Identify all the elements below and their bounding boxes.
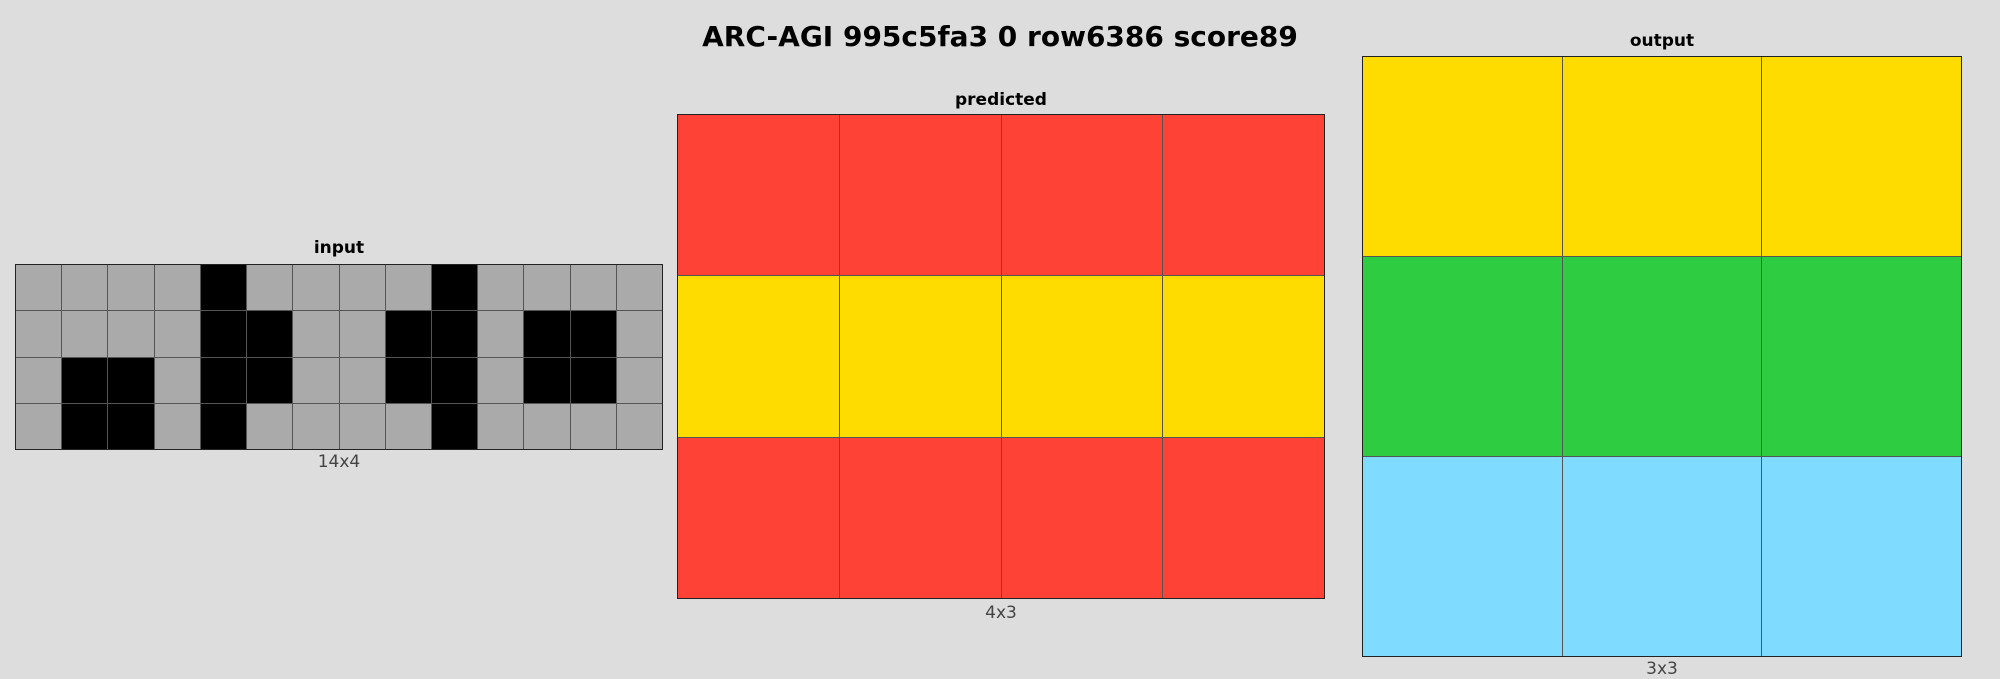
grid-cell	[108, 265, 154, 311]
panel-dims: 3x3	[1646, 659, 1678, 679]
grid-cell	[570, 357, 616, 403]
grid-cell	[154, 403, 200, 449]
panel-dims: 14x4	[317, 452, 361, 472]
grid-cell	[478, 403, 524, 449]
grid-cell	[616, 265, 662, 311]
grid-cell	[1562, 257, 1762, 456]
grid-cell	[293, 403, 339, 449]
grid-cell	[385, 311, 431, 357]
grid-cell	[524, 311, 570, 357]
grid-cell	[1163, 276, 1324, 437]
grid-cell	[62, 265, 108, 311]
grid-cell	[431, 265, 478, 311]
grid-cell	[385, 403, 431, 449]
grid-cell	[200, 357, 247, 403]
grid-cell	[524, 357, 570, 403]
grid-cell	[678, 115, 839, 276]
panel-dims: 4x3	[985, 603, 1017, 623]
grid-cell	[1762, 257, 1961, 456]
grid-cell	[16, 265, 62, 311]
grid-cell	[62, 357, 108, 403]
grid-cell	[1363, 457, 1562, 656]
panel-label: output	[1629, 31, 1695, 51]
grid-cell	[200, 403, 247, 449]
grid-cell	[839, 115, 1001, 276]
grid-cell	[1762, 457, 1961, 656]
input-panel: input 14x4	[15, 236, 663, 476]
grid-cell	[200, 265, 247, 311]
grid-cell	[16, 357, 62, 403]
grid-cell	[16, 403, 62, 449]
grid-cell	[1001, 437, 1163, 598]
grid-cell	[1001, 276, 1163, 437]
grid-cell	[839, 437, 1001, 598]
grid-cell	[524, 265, 570, 311]
grid-cell	[247, 265, 293, 311]
grid-cell	[616, 311, 662, 357]
grid-cell	[154, 311, 200, 357]
grid-cell	[839, 276, 1001, 437]
predicted-grid	[677, 114, 1325, 599]
grid-cell	[1163, 115, 1324, 276]
grid-cell	[1163, 437, 1324, 598]
panel-label: predicted	[955, 90, 1047, 110]
input-grid	[15, 264, 663, 450]
grid-cell	[108, 357, 154, 403]
panel-label: input	[313, 238, 365, 258]
grid-cell	[108, 311, 154, 357]
grid-cell	[339, 311, 385, 357]
grid-cell	[339, 265, 385, 311]
grid-cell	[339, 403, 385, 449]
grid-cell	[385, 265, 431, 311]
grid-cell	[154, 357, 200, 403]
page-title: ARC-AGI 995c5fa3 0 row6386 score89	[702, 20, 1298, 53]
grid-cell	[62, 311, 108, 357]
grid-cell	[570, 311, 616, 357]
grid-cell	[293, 357, 339, 403]
grid-cell	[478, 311, 524, 357]
grid-cell	[431, 357, 478, 403]
grid-cell	[154, 265, 200, 311]
grid-cell	[339, 357, 385, 403]
grid-cell	[293, 265, 339, 311]
grid-cell	[1762, 57, 1961, 256]
grid-cell	[1562, 457, 1762, 656]
output-grid	[1362, 56, 1962, 657]
grid-cell	[431, 311, 478, 357]
grid-cell	[616, 357, 662, 403]
grid-cell	[570, 403, 616, 449]
grid-cell	[200, 311, 247, 357]
grid-cell	[1363, 257, 1562, 456]
predicted-panel: predicted 4x3	[677, 88, 1325, 628]
output-panel: output 3x3	[1362, 31, 1962, 679]
grid-cell	[247, 311, 293, 357]
grid-cell	[616, 403, 662, 449]
grid-cell	[678, 437, 839, 598]
grid-cell	[478, 265, 524, 311]
grid-cell	[1562, 57, 1762, 256]
grid-cell	[678, 276, 839, 437]
grid-cell	[478, 357, 524, 403]
grid-cell	[247, 403, 293, 449]
grid-cell	[431, 403, 478, 449]
grid-cell	[570, 265, 616, 311]
grid-cell	[16, 311, 62, 357]
grid-cell	[1001, 115, 1163, 276]
grid-cell	[1363, 57, 1562, 256]
grid-cell	[108, 403, 154, 449]
grid-cell	[247, 357, 293, 403]
grid-cell	[293, 311, 339, 357]
grid-cell	[62, 403, 108, 449]
grid-cell	[524, 403, 570, 449]
grid-cell	[385, 357, 431, 403]
